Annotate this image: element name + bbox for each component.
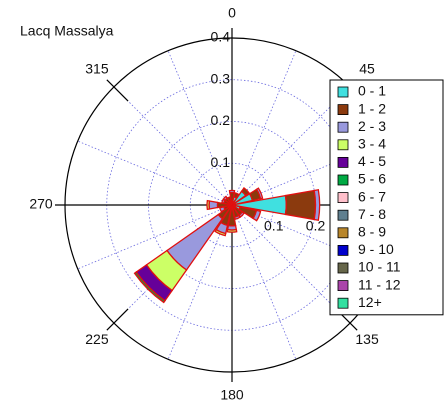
legend-swatch xyxy=(337,192,349,204)
legend-label: 6 - 7 xyxy=(358,188,386,204)
legend-label: 12+ xyxy=(358,294,382,310)
wedge-segment xyxy=(226,228,238,233)
legend-label: 2 - 3 xyxy=(358,118,386,134)
legend-label: 8 - 9 xyxy=(358,224,386,240)
wedge-segment xyxy=(255,187,264,200)
legend-label: 0 - 1 xyxy=(358,83,386,99)
theta-tick-label: 180 xyxy=(220,387,244,403)
r-tick-label: 0.4 xyxy=(211,29,231,45)
legend-swatch xyxy=(337,156,349,168)
legend-label: 10 - 11 xyxy=(358,259,401,275)
theta-axis xyxy=(106,79,129,102)
legend-swatch xyxy=(337,104,349,115)
spoke xyxy=(113,86,233,206)
theta-tick-label: 45 xyxy=(359,61,375,77)
r-tick-label: 0.2 xyxy=(211,112,231,128)
legend-swatch xyxy=(337,86,349,98)
r-tick-label: 0.1 xyxy=(211,154,231,170)
legend-label: 5 - 6 xyxy=(358,171,386,187)
legend-label: 9 - 10 xyxy=(358,241,394,257)
wedge-segment xyxy=(228,189,236,194)
theta-tick-label: 135 xyxy=(355,331,379,347)
legend-swatch xyxy=(337,297,349,309)
wedge-segment xyxy=(222,195,229,202)
wedge-segment xyxy=(214,228,227,237)
wedge-segment xyxy=(240,186,251,197)
theta-tick-label: 315 xyxy=(85,61,109,77)
r-tick-label: 0.2 xyxy=(306,218,326,234)
theta-tick-label: 270 xyxy=(29,196,53,212)
legend-label: 4 - 5 xyxy=(358,153,386,169)
theta-axis xyxy=(106,308,129,331)
legend-swatch xyxy=(337,174,349,186)
legend-label: 7 - 8 xyxy=(358,206,386,222)
theta-tick-label: 0 xyxy=(228,5,236,21)
wedge-segment xyxy=(226,196,232,203)
legend-swatch xyxy=(337,280,349,292)
chart-title: Lacq Massalya xyxy=(20,23,114,39)
theta-tick-label: 225 xyxy=(85,331,109,347)
legend-swatch xyxy=(337,209,349,221)
wedge-segment xyxy=(133,271,166,304)
spoke xyxy=(231,50,297,206)
wedge-segment xyxy=(284,189,317,221)
legend-swatch xyxy=(337,139,349,151)
legend-swatch xyxy=(337,227,349,239)
legend-label: 11 - 12 xyxy=(358,276,401,292)
wedge-segment xyxy=(313,189,321,221)
legend-label: 3 - 4 xyxy=(358,136,386,152)
wedge-segment xyxy=(252,209,262,222)
legend-label: 1 - 2 xyxy=(358,100,386,116)
legend-swatch xyxy=(337,262,349,274)
r-tick-label: 0.3 xyxy=(211,70,231,86)
wedge-segment xyxy=(208,200,219,210)
wedge-segment xyxy=(206,199,211,211)
legend-box xyxy=(329,79,444,316)
legend-swatch xyxy=(337,244,349,256)
r-tick-label: 0.1 xyxy=(264,218,284,234)
legend-swatch xyxy=(337,121,349,133)
